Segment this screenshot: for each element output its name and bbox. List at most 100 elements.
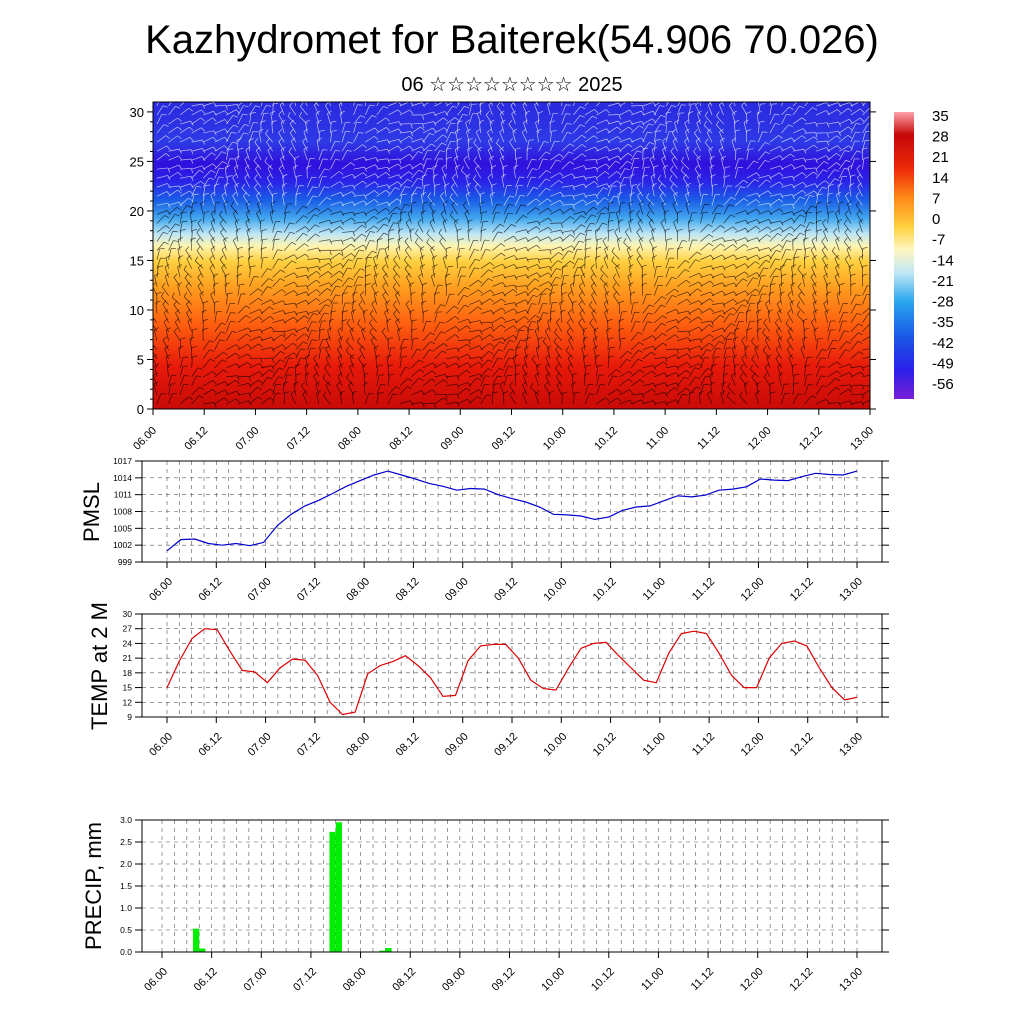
wind-barb-flag — [688, 111, 694, 114]
wind-barb-flag — [827, 192, 833, 195]
wind-barb-flag — [545, 354, 550, 359]
wind-barb — [596, 102, 601, 107]
wind-barb — [469, 345, 480, 351]
wind-barb — [815, 186, 823, 197]
wind-barb — [303, 149, 308, 161]
wind-barb — [191, 148, 203, 152]
wind-barb-flag — [258, 297, 263, 302]
pmsl-x-tick-label: 06.12 — [196, 576, 224, 604]
colorbar-label: 7 — [932, 190, 940, 207]
wind-barb-flag — [305, 326, 310, 332]
wind-barb — [651, 230, 655, 242]
wind-barb — [723, 185, 728, 197]
wind-barb-flag — [154, 363, 160, 367]
wind-barb-flag — [374, 173, 379, 178]
precip-axis-label: PRECIP, mm — [81, 822, 106, 950]
wind-barb-flag — [429, 200, 434, 205]
wind-barb-flag — [464, 105, 470, 109]
wind-barb-flag — [790, 153, 795, 158]
wind-barb — [509, 385, 516, 396]
wind-barb-flag — [339, 226, 344, 230]
wind-barb — [723, 254, 734, 260]
wind-barb — [619, 311, 623, 323]
wind-barb — [515, 316, 525, 323]
wind-barb — [777, 312, 782, 323]
wind-barb — [156, 393, 162, 405]
wind-barb — [735, 227, 746, 233]
wind-barb-flag — [836, 109, 842, 114]
wind-barb-flag — [721, 290, 726, 295]
wind-barb — [763, 322, 771, 332]
wind-barb-flag — [848, 264, 854, 268]
wind-barb-flag — [513, 354, 519, 358]
wind-barb-flag — [456, 138, 462, 141]
wind-barb — [612, 286, 620, 296]
wind-barb-flag — [294, 156, 300, 159]
wind-barb-flag — [280, 269, 286, 273]
wind-barb — [677, 102, 681, 107]
wind-barb — [325, 384, 331, 396]
wind-barb — [237, 149, 239, 161]
wind-barb — [359, 294, 366, 305]
wind-barb-flag — [342, 319, 348, 322]
wind-barb-flag — [369, 319, 373, 324]
wind-barb-flag — [304, 333, 309, 337]
wind-barb-flag — [642, 174, 648, 177]
wind-barb-flag — [443, 343, 448, 347]
wind-barb-flag — [522, 363, 527, 368]
wind-barb — [706, 132, 713, 143]
wind-barb — [293, 384, 297, 395]
wind-barb — [827, 169, 835, 179]
wind-barb — [700, 212, 704, 224]
wind-barb-flag — [698, 281, 703, 286]
wind-barb-flag — [516, 157, 522, 159]
wind-barb — [526, 329, 529, 341]
wind-barb-flag — [303, 146, 309, 151]
wind-barb-flag — [316, 271, 321, 275]
wind-barb — [364, 190, 375, 197]
wind-barb — [672, 204, 678, 215]
wind-barb — [595, 230, 597, 242]
wind-barb — [658, 187, 667, 197]
wind-barb — [695, 105, 701, 116]
wind-barb — [698, 185, 701, 197]
wind-barb — [330, 201, 342, 206]
wind-barb — [376, 239, 379, 251]
wind-barb-flag — [177, 264, 183, 268]
wind-barb-flag — [743, 179, 748, 184]
wind-barb — [480, 384, 485, 396]
wind-barb-flag — [303, 215, 309, 219]
wind-barb-flag — [656, 130, 662, 132]
wind-barb — [399, 204, 405, 215]
wind-barb-flag — [245, 315, 251, 319]
wind-barb — [619, 351, 628, 360]
wind-barb-flag — [282, 182, 287, 186]
wind-barb — [550, 236, 561, 242]
wind-barb — [224, 275, 227, 287]
wind-barb-flag — [715, 120, 720, 126]
wind-barb — [827, 348, 832, 359]
wind-barb-flag — [503, 391, 509, 394]
wind-barb-flag — [513, 264, 518, 269]
wind-barb-flag — [566, 122, 572, 125]
wind-barb — [364, 250, 373, 260]
wind-barb-flag — [562, 391, 568, 394]
heatmap-x-tick-label: 11.12 — [695, 425, 722, 452]
wind-barb-flag — [838, 131, 842, 136]
wind-barb-flag — [628, 255, 634, 259]
wind-barb-flag — [699, 93, 704, 95]
wind-barb-flag — [794, 256, 800, 258]
wind-barb — [677, 269, 686, 278]
wind-barb — [673, 194, 678, 206]
wind-barb — [388, 174, 399, 179]
wind-barb-flag — [717, 204, 723, 207]
wind-barb — [226, 124, 235, 134]
wind-barb-flag — [336, 381, 341, 386]
wind-barb — [411, 338, 414, 350]
wind-barb-flag — [726, 391, 730, 397]
wind-barb — [816, 102, 827, 107]
wind-barb-flag — [384, 245, 390, 250]
wind-barb-flag — [202, 327, 208, 331]
wind-barb-flag — [872, 399, 875, 403]
wind-barb — [191, 375, 197, 387]
